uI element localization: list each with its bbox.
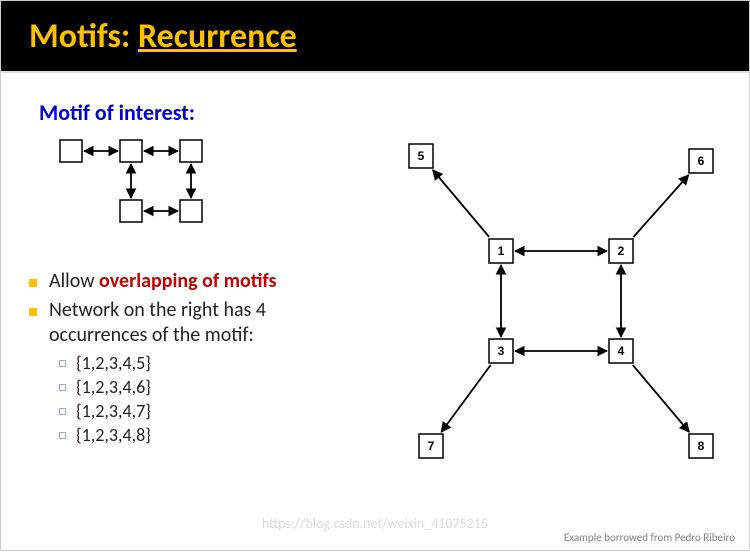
- edge: [633, 365, 689, 432]
- bullet-1-em: overlapping of motifs: [99, 269, 277, 293]
- edge: [441, 365, 490, 432]
- node-label: 6: [698, 154, 705, 168]
- node-label: 8: [698, 439, 705, 453]
- node-label: 7: [428, 439, 435, 453]
- watermark: https://blog.csdn.net/weixin_41075215: [262, 515, 488, 532]
- bullet-2: Network on the right has 4 occurrences o…: [29, 298, 359, 348]
- sub-bullet-icon: [59, 360, 66, 367]
- edge: [433, 170, 489, 237]
- footer-credit: Example borrowed from Pedro Ribeiro: [564, 531, 735, 544]
- node-label: 3: [498, 344, 505, 358]
- sub-bullet: {1,2,3,4,5}: [59, 352, 359, 374]
- bullet-square-icon: [29, 308, 37, 316]
- bullet-square-icon: [29, 279, 37, 287]
- sub-bullet-icon: [59, 384, 66, 391]
- edge: [633, 175, 688, 237]
- node-label: 4: [618, 344, 625, 358]
- set-text: {1,2,3,4,6}: [76, 376, 151, 398]
- sub-bullet-icon: [59, 432, 66, 439]
- set-text: {1,2,3,4,5}: [76, 352, 151, 374]
- bullet-1-pre: Allow: [49, 269, 99, 293]
- sub-bullet: {1,2,3,4,7}: [59, 400, 359, 422]
- set-text: {1,2,3,4,7}: [76, 400, 151, 422]
- bullet-1-text: Allow overlapping of motifs: [49, 269, 277, 294]
- node-label: 2: [618, 244, 625, 258]
- sub-bullet: {1,2,3,4,8}: [59, 424, 359, 446]
- sub-bullet: {1,2,3,4,6}: [59, 376, 359, 398]
- sub-bullet-icon: [59, 408, 66, 415]
- bullet-1: Allow overlapping of motifs: [29, 269, 359, 294]
- bullet-list: Allow overlapping of motifs Network on t…: [29, 269, 359, 448]
- bullet-2-text: Network on the right has 4 occurrences o…: [49, 298, 359, 348]
- node-label: 1: [498, 244, 505, 258]
- node-label: 5: [418, 149, 425, 163]
- set-text: {1,2,3,4,8}: [76, 424, 151, 446]
